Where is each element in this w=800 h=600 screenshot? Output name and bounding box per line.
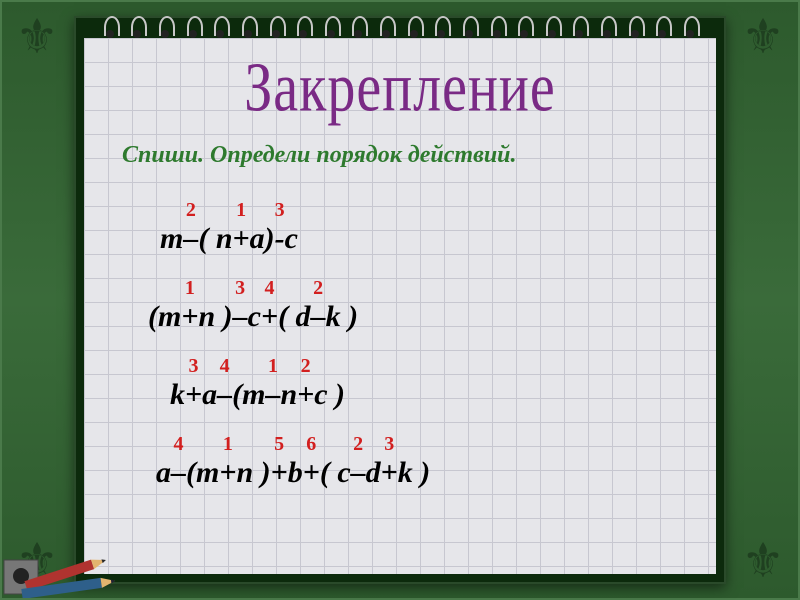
equation-token: d xyxy=(366,458,381,488)
equation-token: – 2 xyxy=(311,302,326,332)
graph-paper: Закрепление Спиши. Определи порядок дейс… xyxy=(84,38,716,574)
operation-order-number: 2 xyxy=(186,200,196,220)
equation-token: a xyxy=(156,458,171,488)
operation-order-number: 3 xyxy=(275,200,285,220)
equation-token: n ) xyxy=(236,458,270,488)
equation-token: n ) xyxy=(198,302,232,332)
equation-token: a xyxy=(202,380,217,410)
equation-token: a) xyxy=(250,224,275,254)
operation-order-number: 2 xyxy=(313,278,323,298)
equation-row: a – 4(m + 1n ) + 5b + 6( c – 2d + 3k ) xyxy=(156,458,430,488)
equation-token: + 2 xyxy=(297,380,314,410)
slide-frame: ⚜ ⚜ ⚜ ⚜ Закрепление Спиши. Определи поря… xyxy=(0,0,800,600)
page-title: Закрепление xyxy=(84,48,716,128)
operation-order-number: 3 xyxy=(189,356,199,376)
equation-token: + 1 xyxy=(233,224,250,254)
equation-token: + 6 xyxy=(303,458,320,488)
operation-order-number: 1 xyxy=(268,356,278,376)
equation-token: m xyxy=(160,224,183,254)
equation-token: + 3 xyxy=(381,458,398,488)
equation-token: – 3 xyxy=(233,302,248,332)
fleur-de-lis-icon: ⚜ xyxy=(12,8,62,68)
equation-token: b xyxy=(288,458,303,488)
equation-token: - 3 xyxy=(275,224,285,254)
equation-row: k + 3a – 4(m – 1n + 2c ) xyxy=(170,380,345,410)
equation-token: c xyxy=(285,224,298,254)
notebook-spiral xyxy=(96,14,704,38)
equation-token: c ) xyxy=(314,380,345,410)
equation-token: (m xyxy=(148,302,181,332)
equation-token: + 5 xyxy=(271,458,288,488)
equation-token: – 1 xyxy=(265,380,280,410)
equation-token: + 1 xyxy=(219,458,236,488)
equation-token: – 4 xyxy=(171,458,186,488)
equation-token: ( d xyxy=(278,302,311,332)
equation-row: m – 2( n + 1a) - 3c xyxy=(160,224,298,254)
equation-token: ( c xyxy=(320,458,351,488)
operation-order-number: 1 xyxy=(223,434,233,454)
instruction-text: Спиши. Определи порядок действий. xyxy=(122,142,517,169)
fleur-de-lis-icon: ⚜ xyxy=(738,532,788,592)
equation-token: (m xyxy=(232,380,265,410)
operation-order-number: 3 xyxy=(235,278,245,298)
equation-row: (m + 1n ) – 3c + 4( d – 2k ) xyxy=(148,302,358,332)
equation-token: (m xyxy=(186,458,219,488)
operation-order-number: 1 xyxy=(185,278,195,298)
equation-token: ( n xyxy=(198,224,232,254)
operation-order-number: 6 xyxy=(306,434,316,454)
operation-order-number: 5 xyxy=(274,434,284,454)
equation-token: c xyxy=(248,302,261,332)
equations-area: m – 2( n + 1a) - 3c(m + 1n ) – 3c + 4( d… xyxy=(148,192,696,564)
notebook: Закрепление Спиши. Определи порядок дейс… xyxy=(74,16,726,584)
equation-token: k ) xyxy=(326,302,359,332)
fleur-de-lis-icon: ⚜ xyxy=(12,532,62,592)
operation-order-number: 2 xyxy=(353,434,363,454)
equation-token: – 4 xyxy=(217,380,232,410)
equation-token: + 4 xyxy=(261,302,278,332)
equation-token: k xyxy=(170,380,185,410)
equation-token: n xyxy=(280,380,297,410)
operation-order-number: 3 xyxy=(384,434,394,454)
equation-token: k ) xyxy=(398,458,431,488)
equation-token: + 1 xyxy=(181,302,198,332)
equation-token: + 3 xyxy=(185,380,202,410)
operation-order-number: 1 xyxy=(236,200,246,220)
operation-order-number: 4 xyxy=(220,356,230,376)
operation-order-number: 4 xyxy=(174,434,184,454)
fleur-de-lis-icon: ⚜ xyxy=(738,8,788,68)
operation-order-number: 4 xyxy=(265,278,275,298)
operation-order-number: 2 xyxy=(301,356,311,376)
equation-token: – 2 xyxy=(351,458,366,488)
equation-token: – 2 xyxy=(183,224,198,254)
